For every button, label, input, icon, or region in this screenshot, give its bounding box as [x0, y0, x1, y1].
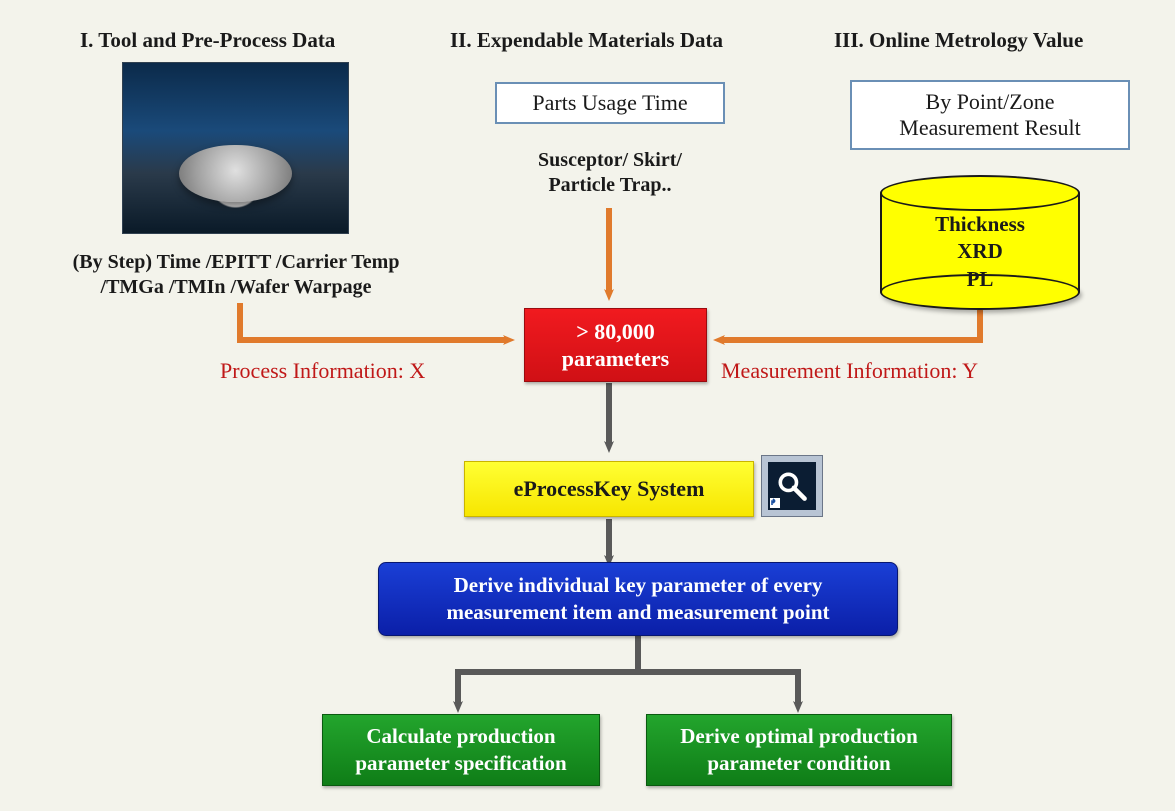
magnifier-icon — [768, 462, 816, 510]
derive-condition-box: Derive optimal production parameter cond… — [646, 714, 952, 786]
metrology-cylinder: Thickness XRD PL — [880, 175, 1080, 310]
metrology-box-line2: Measurement Result — [899, 115, 1080, 140]
calc-line1: Calculate production — [366, 724, 555, 748]
derive-key-parameter-box: Derive individual key parameter of every… — [378, 562, 898, 636]
col2-sub-line1: Susceptor/ Skirt/ — [470, 148, 750, 173]
col3-heading: III. Online Metrology Value — [834, 28, 1083, 53]
derive-condition-text: Derive optimal production parameter cond… — [680, 723, 918, 778]
calculate-spec-text: Calculate production parameter specifica… — [355, 723, 566, 778]
eprocesskey-box: eProcessKey System — [464, 461, 754, 517]
parameters-line1: > 80,000 — [576, 319, 655, 344]
parameters-box: > 80,000 parameters — [524, 308, 707, 382]
tool-photo — [122, 62, 349, 234]
process-info-label: Process Information: X — [220, 358, 425, 384]
measurement-info-label: Measurement Information: Y — [721, 358, 978, 384]
derive-line2: measurement item and measurement point — [446, 600, 829, 624]
arrow-col1-to-params — [240, 303, 508, 340]
metrology-box-line1: By Point/Zone — [926, 89, 1055, 114]
col2-sub-line2: Particle Trap.. — [470, 173, 750, 198]
parameters-text: > 80,000 parameters — [562, 318, 670, 373]
metrology-box: By Point/Zone Measurement Result — [850, 80, 1130, 150]
parts-usage-label: Parts Usage Time — [532, 90, 687, 116]
cylinder-line1: Thickness — [880, 211, 1080, 238]
parameters-line2: parameters — [562, 346, 670, 371]
col1-caption-line2: /TMGa /TMIn /Wafer Warpage — [36, 275, 436, 300]
cylinder-line3: PL — [880, 266, 1080, 293]
eprocesskey-label: eProcessKey System — [514, 476, 705, 502]
derive-text: Derive individual key parameter of every… — [446, 572, 829, 627]
parts-usage-box: Parts Usage Time — [495, 82, 725, 124]
metrology-box-text: By Point/Zone Measurement Result — [899, 89, 1080, 142]
arrow-col3-to-params — [720, 310, 980, 340]
calc-line2: parameter specification — [355, 751, 566, 775]
calculate-spec-box: Calculate production parameter specifica… — [322, 714, 600, 786]
cond-line2: parameter condition — [707, 751, 890, 775]
arrow-split-left — [458, 636, 638, 706]
derive-line1: Derive individual key parameter of every — [454, 573, 823, 597]
cylinder-line2: XRD — [880, 238, 1080, 265]
eprocesskey-icon-frame — [761, 455, 823, 517]
cond-line1: Derive optimal production — [680, 724, 918, 748]
arrow-split-right — [638, 636, 798, 706]
col2-heading: II. Expendable Materials Data — [450, 28, 723, 53]
col1-heading: I. Tool and Pre-Process Data — [80, 28, 335, 53]
col1-caption-line1: (By Step) Time /EPITT /Carrier Temp — [36, 250, 436, 275]
